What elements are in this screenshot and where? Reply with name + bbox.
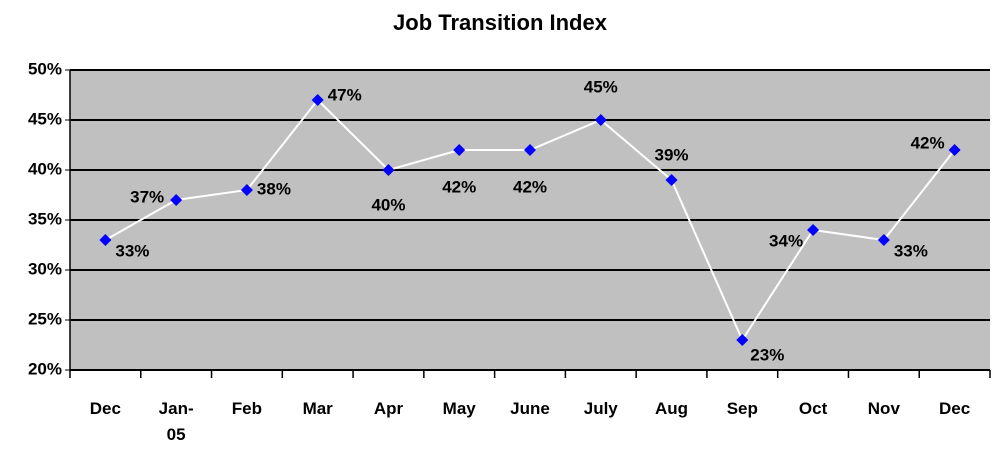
marker — [665, 174, 678, 186]
marker — [807, 224, 820, 236]
marker — [524, 144, 536, 156]
x-tick-label: May — [442, 399, 476, 418]
marker — [311, 94, 324, 106]
x-tick-label: Nov — [867, 399, 900, 418]
data-label: 42% — [513, 177, 547, 196]
x-tick-label: Mar — [302, 399, 333, 418]
marker — [382, 164, 395, 176]
marker — [99, 234, 112, 246]
y-tick-label: 50% — [28, 59, 62, 78]
data-label: 40% — [371, 195, 405, 214]
marker — [453, 144, 466, 156]
data-label: 42% — [442, 177, 476, 196]
y-tick-label: 25% — [28, 309, 62, 328]
data-label: 33% — [115, 241, 149, 260]
x-tick-label: Apr — [373, 399, 404, 418]
marker — [948, 144, 961, 156]
marker — [594, 114, 607, 126]
y-tick-label: 30% — [28, 259, 62, 278]
x-tick-label: Aug — [655, 399, 689, 418]
x-tick-label: Feb — [231, 399, 263, 418]
marker — [736, 334, 749, 346]
marker — [877, 234, 890, 246]
data-label: 23% — [750, 345, 784, 364]
x-tick-label: Dec — [89, 399, 121, 418]
y-tick-label: 45% — [28, 109, 62, 128]
x-tick-label: July — [583, 399, 618, 418]
data-label: 34% — [769, 231, 803, 250]
x-tick-label: Jan-05 — [158, 399, 194, 444]
data-label: 33% — [894, 241, 928, 260]
marker — [240, 184, 253, 196]
y-tick-label: 20% — [28, 359, 62, 378]
y-tick-label: 40% — [28, 159, 62, 178]
marker — [170, 194, 183, 206]
data-label: 47% — [328, 85, 362, 104]
x-tick-label: June — [510, 399, 550, 418]
x-tick-label: Dec — [939, 399, 971, 418]
data-label: 37% — [130, 187, 164, 206]
x-tick-label: Sep — [726, 399, 758, 418]
data-label: 38% — [257, 179, 291, 198]
data-label: 39% — [655, 145, 689, 164]
y-tick-label: 35% — [28, 209, 62, 228]
x-tick-label: Oct — [798, 399, 828, 418]
chart-title: Job Transition Index — [393, 10, 608, 35]
data-label: 42% — [911, 133, 945, 152]
data-label: 45% — [584, 77, 618, 96]
